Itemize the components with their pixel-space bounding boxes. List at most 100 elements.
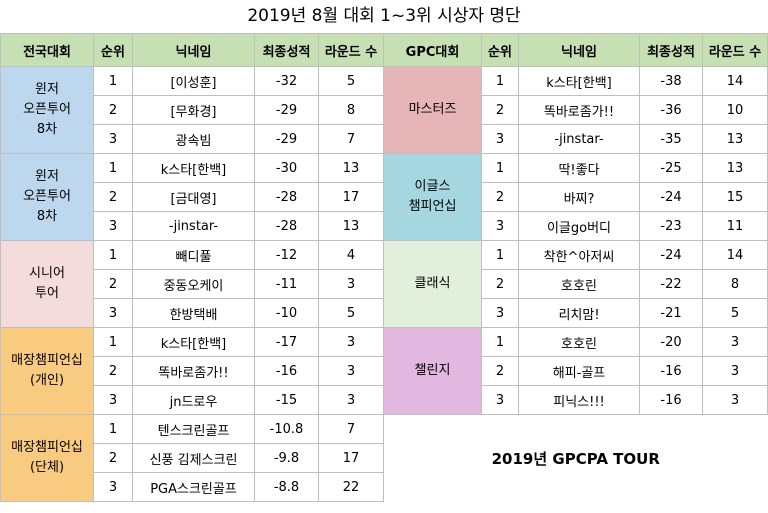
score-cell: -16 <box>639 356 703 386</box>
rounds-cell: 8 <box>318 95 384 125</box>
nickname-cell: 딱!좋다 <box>518 153 640 183</box>
rounds-cell: 5 <box>318 66 384 96</box>
tournament-name-line: 이글스 <box>414 179 451 194</box>
nickname-cell: 피닉스!!! <box>518 385 640 415</box>
nickname-cell: 똑바로좀가!! <box>132 356 255 386</box>
tournament-name: 시니어 투어 <box>0 240 94 328</box>
rounds-cell: 13 <box>702 124 768 154</box>
tournament-name-line: 오픈투어 <box>23 189 71 204</box>
score-cell: -24 <box>639 182 703 212</box>
rounds-cell: 5 <box>318 298 384 328</box>
score-cell: -22 <box>639 269 703 299</box>
rounds-cell: 22 <box>318 472 384 502</box>
nickname-cell: 신풍 김제스크린 <box>132 443 255 473</box>
score-cell: -20 <box>639 327 703 357</box>
rank-cell: 3 <box>481 124 519 154</box>
rounds-cell: 14 <box>702 240 768 270</box>
tournament-name-line: 윈저 <box>35 82 59 97</box>
rounds-cell: 3 <box>318 356 384 386</box>
score-cell: -10 <box>254 298 319 328</box>
rank-cell: 3 <box>481 298 519 328</box>
score-cell: -9.8 <box>254 443 319 473</box>
nickname-cell: 중동오케이 <box>132 269 255 299</box>
rank-cell: 2 <box>481 182 519 212</box>
tournament-name-line: 챌린지 <box>414 363 451 378</box>
rounds-cell: 15 <box>702 182 768 212</box>
score-cell: -38 <box>639 66 703 96</box>
score-cell: -23 <box>639 211 703 241</box>
table-row: 3 광속빔 -29 7 3 -jinstar- -35 13 <box>1 124 768 154</box>
nickname-cell: 텐스크린골프 <box>132 414 255 444</box>
rank-cell: 1 <box>93 153 133 183</box>
table-row: 매장챔피언십 (개인) 1 k스타[한백] -17 3 챌린지 1 호호린 -20 3 <box>0 327 768 415</box>
nickname-cell: [이성훈] <box>132 66 255 96</box>
header-row: 전국대회 순위 닉네임 최종성적 라운드 수 GPC대회 순위 닉네임 최종성적… <box>0 33 768 67</box>
score-cell: -17 <box>254 327 319 357</box>
nickname-cell: 광속빔 <box>132 124 255 154</box>
rounds-cell: 4 <box>318 240 384 270</box>
rounds-cell: 3 <box>702 327 768 357</box>
col-header-rank: 순위 <box>481 33 519 67</box>
nickname-cell: 호호린 <box>518 269 640 299</box>
nickname-cell: k스타[한백] <box>132 327 255 357</box>
nickname-cell: -jinstar- <box>518 124 640 154</box>
score-cell: -28 <box>254 182 319 212</box>
gpc-tournament-name: 챌린지 <box>383 327 482 415</box>
score-cell: -35 <box>639 124 703 154</box>
table-row: 2 똑바로좀가!! -16 3 2 해피-골프 -16 3 <box>1 356 768 386</box>
score-cell: -24 <box>639 240 703 270</box>
rank-cell: 3 <box>481 211 519 241</box>
gpc-tournament-name: 클래식 <box>383 240 482 328</box>
score-cell: -32 <box>254 66 319 96</box>
rank-cell: 1 <box>93 327 133 357</box>
nickname-cell: PGA스크린골프 <box>132 472 255 502</box>
rank-cell: 1 <box>481 153 519 183</box>
table-row: 2 중동오케이 -11 3 2 호호린 -22 8 <box>1 269 768 299</box>
rank-cell: 2 <box>93 269 133 299</box>
nickname-cell: 호호린 <box>518 327 640 357</box>
table-row: 매장챔피언십 (단체) 1 텐스크린골프 -10.8 7 2019년 GPCPA TOUR <box>0 414 768 502</box>
tournament-name-line: 마스터즈 <box>408 102 457 117</box>
tournament-name-line: 8차 <box>36 209 58 224</box>
tournament-name: 매장챔피언십 (단체) <box>0 414 94 502</box>
nickname-cell: [무화경] <box>132 95 255 125</box>
nickname-cell: 똑바로좀가!! <box>518 95 640 125</box>
rank-cell: 3 <box>93 298 133 328</box>
tour-label: 2019년 GPCPA TOUR <box>491 449 660 468</box>
score-cell: -12 <box>254 240 319 270</box>
col-header-score: 최종성적 <box>639 33 703 67</box>
rounds-cell: 8 <box>702 269 768 299</box>
tournament-name-line: (단체) <box>29 460 65 475</box>
rounds-cell: 3 <box>318 269 384 299</box>
tournament-name-line: 윈저 <box>35 169 59 184</box>
rank-cell: 1 <box>93 240 133 270</box>
tournament-name-line: 챔피언십 <box>408 199 457 214</box>
col-header-rank: 순위 <box>93 33 133 67</box>
nickname-cell: 해피-골프 <box>518 356 640 386</box>
rank-cell: 1 <box>481 327 519 357</box>
table-row: 3 한방택배 -10 5 3 리치맘! -21 5 <box>1 298 768 328</box>
rank-cell: 2 <box>93 95 133 125</box>
rounds-cell: 13 <box>702 153 768 183</box>
col-header-nickname: 닉네임 <box>132 33 255 67</box>
col-header-rounds: 라운드 수 <box>318 33 384 67</box>
rank-cell: 3 <box>93 472 133 502</box>
rank-cell: 2 <box>93 443 133 473</box>
rounds-cell: 3 <box>318 385 384 415</box>
rounds-cell: 5 <box>702 298 768 328</box>
score-cell: -15 <box>254 385 319 415</box>
rounds-cell: 10 <box>702 95 768 125</box>
tournament-name-line: 오픈투어 <box>23 102 71 117</box>
tournament-name-line: 매장챔피언십 <box>11 440 83 455</box>
rounds-cell: 13 <box>318 153 384 183</box>
nickname-cell: jn드로우 <box>132 385 255 415</box>
tournament-name-line: 8차 <box>36 122 58 137</box>
nickname-cell: [금대영] <box>132 182 255 212</box>
col-header-rounds: 라운드 수 <box>702 33 768 67</box>
table-row: 3 PGA스크린골프 -8.8 22 <box>1 472 768 502</box>
rounds-cell: 17 <box>318 443 384 473</box>
col-header-score: 최종성적 <box>254 33 319 67</box>
